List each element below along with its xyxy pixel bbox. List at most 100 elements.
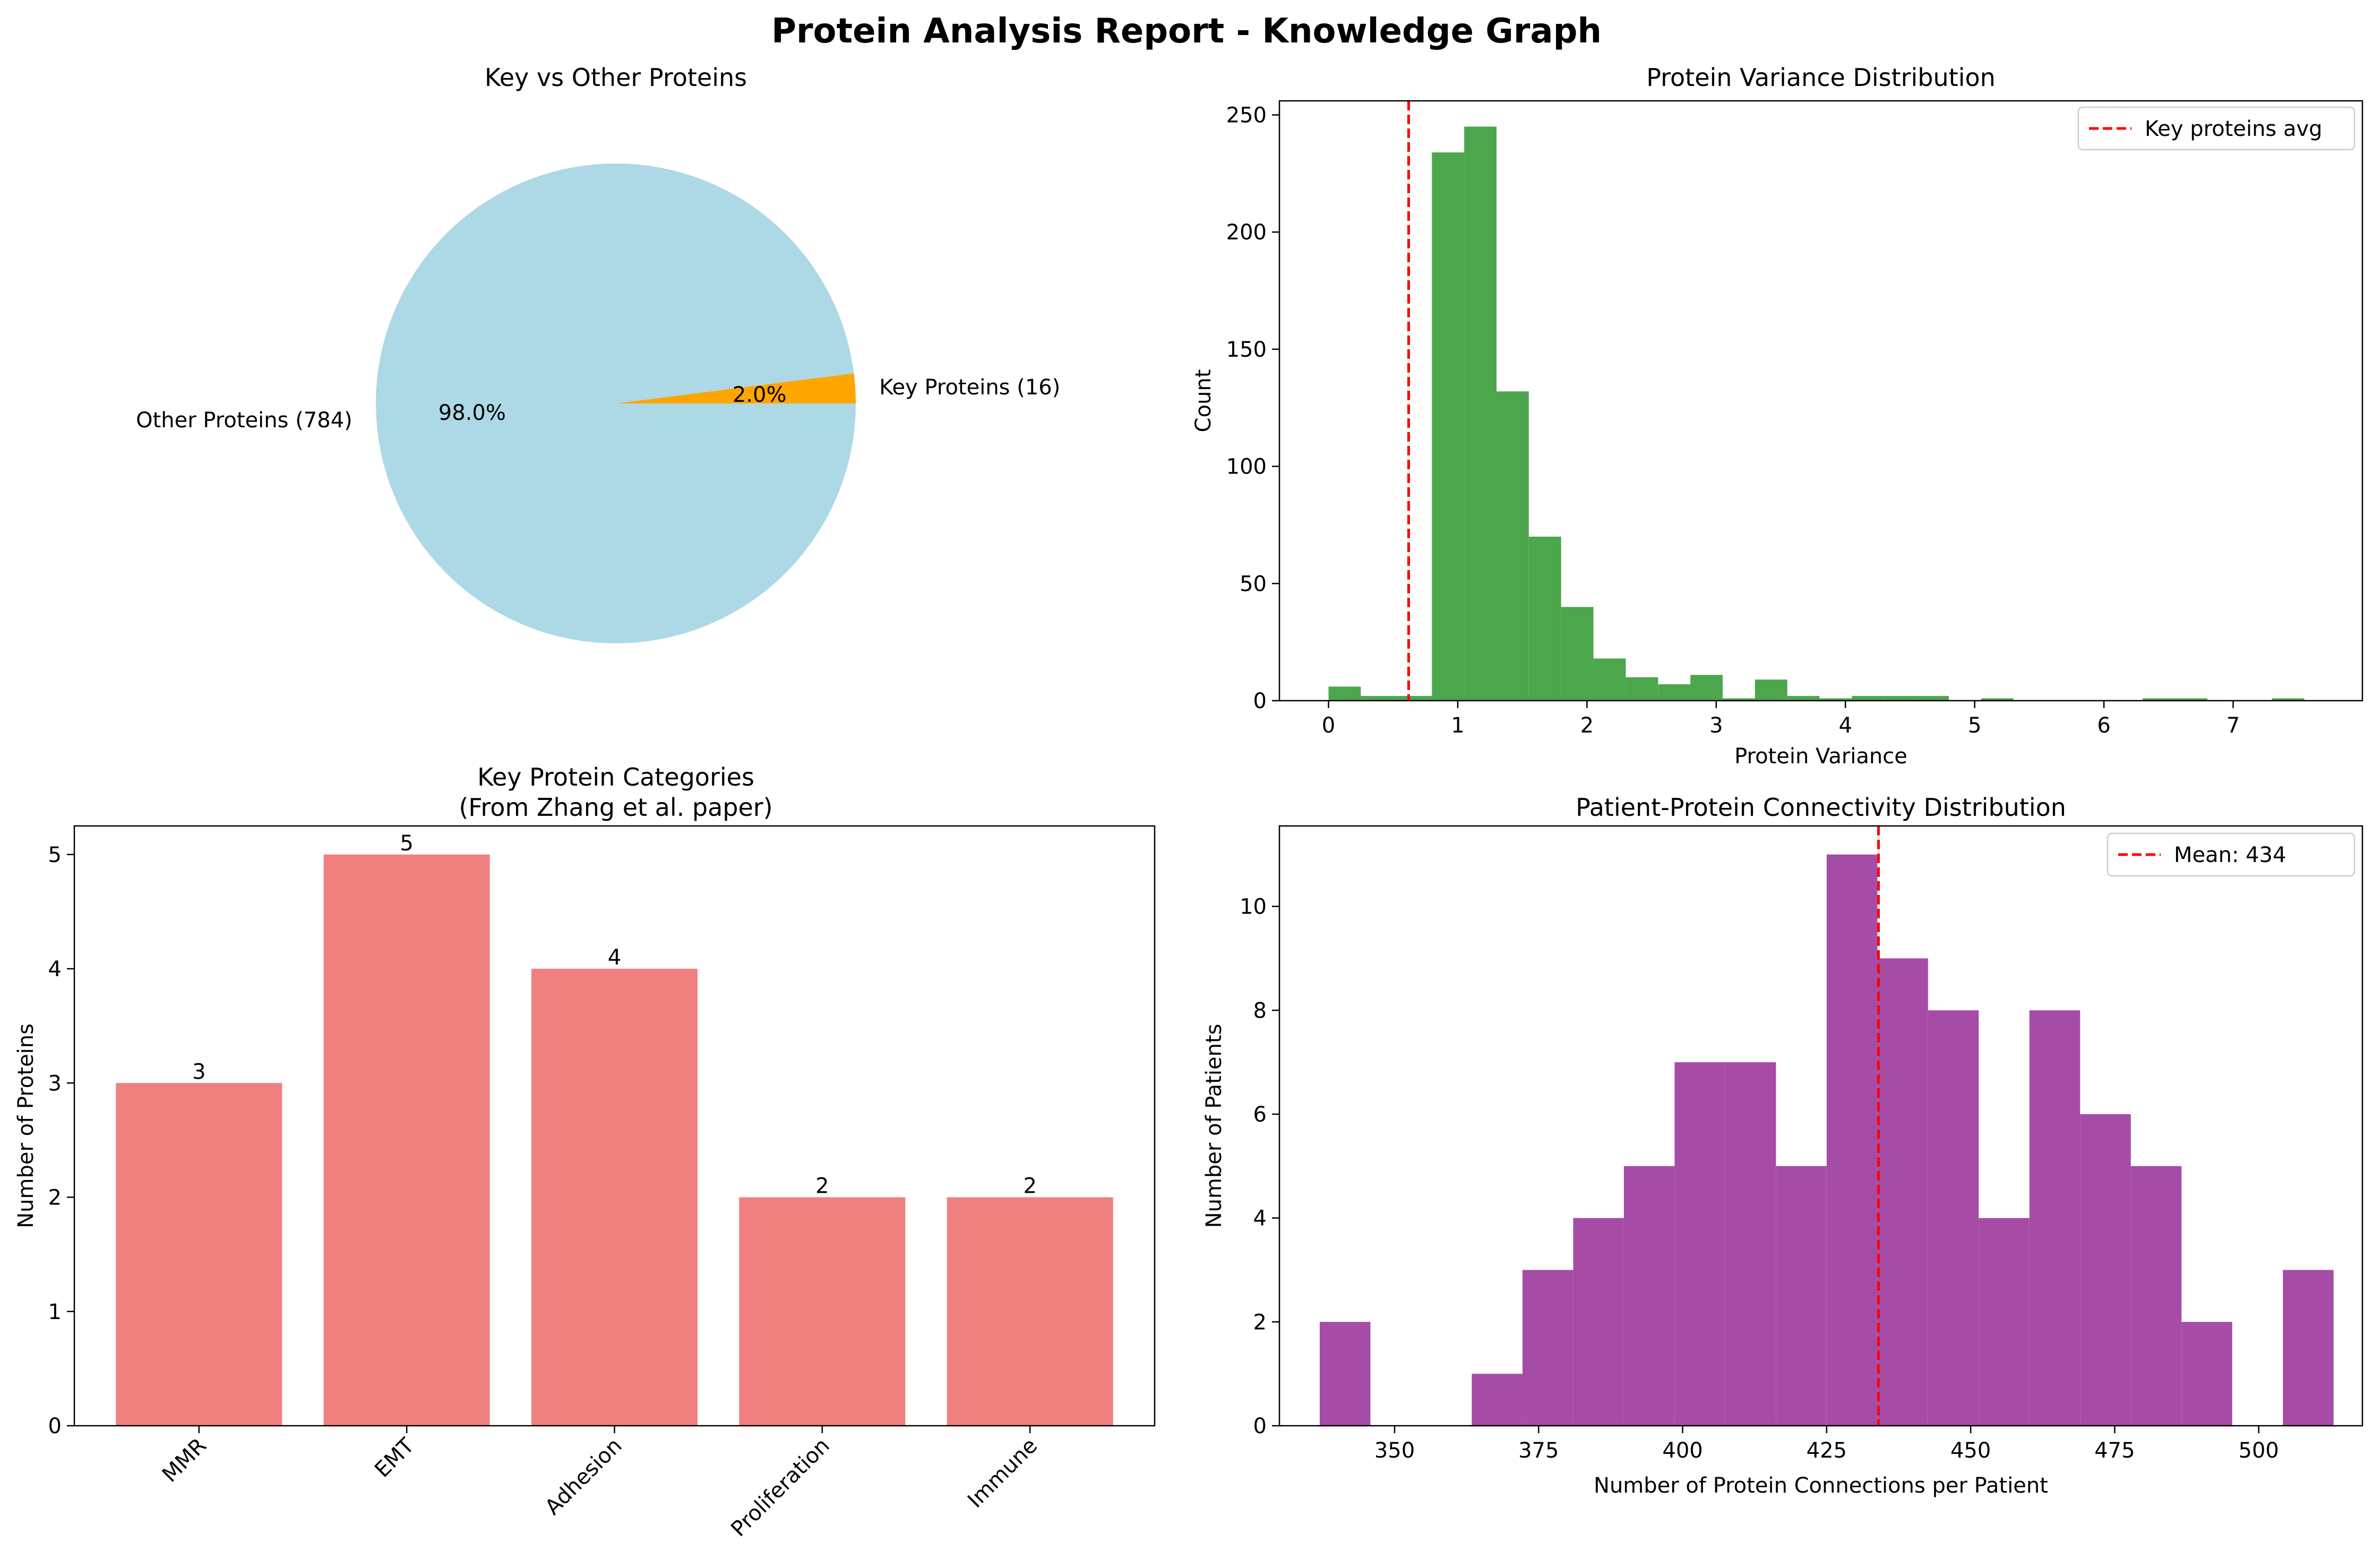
variance-bar: [1626, 677, 1658, 701]
connectivity-ylabel: Number of Patients: [1202, 1024, 1226, 1228]
connectivity-bar: [1877, 958, 1928, 1426]
variance-bar: [1916, 696, 1949, 701]
variance-legend: Key proteins avg: [2077, 106, 2355, 151]
category-bar-value: 2: [1023, 1174, 1036, 1199]
connectivity-xtick-label: 350: [1374, 1438, 1415, 1463]
variance-bar: [1884, 696, 1917, 701]
pie-slice-label: Other Proteins (784): [136, 408, 352, 433]
connectivity-xlabel: Number of Protein Connections per Patien…: [1594, 1474, 2048, 1498]
variance-bar: [1755, 679, 1787, 701]
connectivity-legend: Mean: 434: [2107, 832, 2355, 877]
connectivity-ticks: 350 375 400 425 450 475 500 0 2 4 6 8 10: [1240, 895, 2279, 1463]
variance-bar: [2272, 698, 2305, 701]
pie-slice-label: Key Proteins (16): [879, 375, 1060, 400]
variance-chart-title: Protein Variance Distribution: [1646, 63, 1996, 92]
variance-ytick-label: 100: [1226, 455, 1267, 479]
variance-legend-label: Key proteins avg: [2145, 117, 2323, 141]
pie-chart-panel: Key vs Other Proteins Key Proteins (16) 2…: [136, 63, 1060, 644]
connectivity-bar: [2130, 1166, 2182, 1426]
connectivity-ytick-label: 0: [1253, 1414, 1267, 1438]
category-ytick-label: 0: [48, 1414, 62, 1438]
category-bar: [947, 1197, 1113, 1426]
variance-xtick-label: 0: [1322, 713, 1335, 738]
variance-legend-box: [2077, 106, 2355, 151]
variance-bar: [1981, 698, 2014, 701]
category-ytick-label: 1: [48, 1300, 62, 1324]
connectivity-chart-title: Patient-Protein Connectivity Distributio…: [1576, 793, 2066, 822]
variance-ylabel: Count: [1191, 369, 1216, 433]
variance-xtick-label: 4: [1839, 713, 1852, 738]
connectivity-bar: [1928, 1010, 1979, 1426]
connectivity-bar: [1826, 854, 1878, 1426]
variance-bar: [2143, 698, 2176, 701]
variance-bar: [1658, 684, 1691, 701]
connectivity-bar: [1522, 1270, 1574, 1426]
variance-axes-frame: [1278, 100, 2363, 702]
variance-xtick-label: 3: [1709, 713, 1723, 738]
connectivity-legend-box: [2107, 832, 2355, 877]
variance-ytick-label: 250: [1226, 103, 1267, 127]
connectivity-xtick-label: 425: [1807, 1438, 1847, 1463]
connectivity-xtick-label: 375: [1518, 1438, 1559, 1463]
connectivity-bar: [1725, 1062, 1776, 1426]
variance-ticks: 0 1 2 3 4 5 6 7 0 50 100 150 200 250: [1226, 103, 2240, 738]
connectivity-bar: [1776, 1166, 1827, 1426]
variance-ytick-label: 0: [1253, 689, 1267, 713]
category-xtick-label: Proliferation: [726, 1434, 835, 1542]
connectivity-ytick-label: 10: [1240, 895, 1267, 919]
category-ylabel: Number of Proteins: [14, 1023, 38, 1228]
variance-histogram-panel: Protein Variance Distribution 0 1 2 3 4 5 6 7 0 5…: [1191, 63, 2363, 769]
connectivity-histogram-panel: Patient-Protein Connectivity Distributio…: [1202, 793, 2363, 1498]
variance-ytick-label: 50: [1240, 572, 1267, 596]
variance-bar: [2175, 698, 2207, 701]
category-bar-value: 5: [400, 831, 413, 856]
category-bar: [739, 1197, 906, 1426]
category-ytick-label: 5: [48, 843, 62, 867]
connectivity-bar: [2029, 1010, 2080, 1426]
pie-chart-title: Key vs Other Proteins: [485, 63, 747, 92]
pie-labels: Key Proteins (16) 2.0% Other Proteins (784…: [136, 375, 1060, 433]
category-bar: [116, 1083, 282, 1426]
category-ytick-label: 4: [48, 957, 62, 981]
variance-bar: [1561, 607, 1594, 701]
connectivity-legend-label: Mean: 434: [2174, 843, 2286, 867]
variance-bar: [1819, 698, 1852, 701]
variance-bar: [1393, 696, 1432, 701]
category-xtick-label: EMT: [370, 1433, 419, 1482]
connectivity-bar: [1319, 1322, 1371, 1426]
variance-xtick-label: 6: [2097, 713, 2110, 738]
variance-bar: [1852, 696, 1885, 701]
category-chart-title: Key Protein Categories: [477, 763, 754, 791]
figure-title: Protein Analysis Report - Knowledge Grap…: [771, 12, 1602, 51]
pie-slice: [376, 163, 856, 644]
connectivity-xtick-label: 400: [1662, 1438, 1703, 1463]
variance-bar: [1432, 152, 1465, 701]
category-ytick-label: 2: [48, 1186, 62, 1210]
connectivity-bar: [2080, 1114, 2131, 1426]
pie-slice-pct: 98.0%: [439, 401, 506, 425]
variance-bar: [1722, 698, 1755, 701]
variance-bar: [1361, 696, 1394, 701]
variance-xlabel: Protein Variance: [1734, 744, 1907, 769]
category-bar-value: 4: [608, 945, 621, 970]
connectivity-xtick-label: 475: [2094, 1438, 2135, 1463]
variance-ytick-label: 150: [1226, 338, 1267, 362]
variance-bar: [1787, 696, 1820, 701]
variance-bar: [1464, 126, 1497, 701]
category-bar: [531, 969, 698, 1426]
variance-bar: [1593, 658, 1626, 701]
variance-xtick-label: 2: [1580, 713, 1594, 738]
category-xtick-label: MMR: [158, 1434, 211, 1487]
variance-bar: [1328, 686, 1361, 701]
connectivity-bar: [1979, 1218, 2030, 1426]
pie-slices: [376, 163, 856, 644]
connectivity-ytick-label: 8: [1253, 998, 1267, 1023]
variance-bar: [1496, 391, 1529, 701]
category-axes-frame: [73, 825, 1156, 1427]
connectivity-ytick-label: 6: [1253, 1102, 1267, 1127]
connectivity-bar: [1573, 1218, 1624, 1426]
connectivity-bar: [1674, 1062, 1725, 1426]
variance-xtick-label: 7: [2226, 713, 2240, 738]
variance-ytick-label: 200: [1226, 220, 1267, 245]
